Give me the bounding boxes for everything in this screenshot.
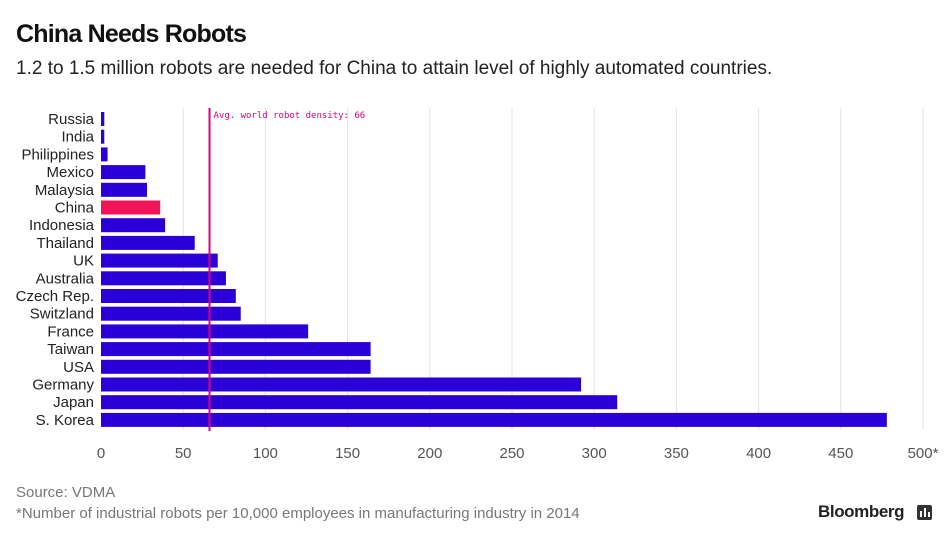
category-label-taiwan: Taiwan [47,341,94,358]
x-tick-label-300: 300 [582,445,607,462]
grid-lines [182,108,924,430]
category-label-australia: Australia [36,270,95,287]
category-label-germany: Germany [32,377,94,394]
category-label-france: France [47,323,94,340]
x-tick-label-200: 200 [417,445,442,462]
footnote: *Number of industrial robots per 10,000 … [16,505,580,522]
bar-australia [101,271,226,286]
x-tick-label-150: 150 [335,445,360,462]
category-label-usa: USA [63,359,94,376]
bar-usa [101,359,371,374]
category-label-philippines: Philippines [21,146,94,163]
category-label-switzland: Switzland [30,306,94,323]
bloomberg-terminal-icon [917,505,932,520]
chart-subtitle: 1.2 to 1.5 million robots are needed for… [16,58,773,79]
category-label-russia: Russia [48,111,95,128]
category-label-uk: UK [73,253,94,270]
bar-taiwan [101,342,371,357]
bar-germany [101,377,582,392]
bar-czech-rep [101,289,236,303]
bar-uk [101,253,218,268]
category-label-czech-rep: Czech Rep. [16,288,94,305]
x-tick-label-100: 100 [253,445,278,462]
category-label-india: India [61,129,94,146]
bar-malaysia [101,182,148,197]
x-axis-ticks: 0 50 100 150 200 250 300 350 400 450 500* [97,445,939,462]
reference-line-group: Avg. world robot density: 66 [208,108,366,431]
category-label-thailand: Thailand [36,235,94,252]
x-tick-label-450: 450 [828,445,853,462]
category-label-china: China [55,200,95,217]
category-label-japan: Japan [53,394,94,411]
bars [101,112,887,427]
category-label-indonesia: Indonesia [29,217,95,234]
x-tick-label-350: 350 [664,445,689,462]
bar-japan [101,395,618,410]
bar-india [101,129,105,144]
x-tick-label-500: 500* [908,445,939,462]
brand-logo: Bloomberg [818,502,905,521]
category-label-mexico: Mexico [46,164,94,181]
category-label-malaysia: Malaysia [35,182,95,199]
bar-s-korea [101,412,887,427]
x-tick-label-250: 250 [499,445,524,462]
bar-france [101,324,309,339]
bar-china [101,200,161,215]
reference-line-label: Avg. world robot density: 66 [214,111,366,121]
category-labels: RussiaIndiaPhilippinesMexicoMalaysiaChin… [16,111,95,429]
bar-mexico [101,165,146,180]
category-label-s-korea: S. Korea [36,412,95,429]
x-tick-label-0: 0 [97,445,105,462]
source-note: Source: VDMA [16,484,116,501]
bar-philippines [101,147,108,162]
x-tick-label-50: 50 [175,445,192,462]
chart-title: China Needs Robots [16,20,247,48]
bar-thailand [101,235,195,250]
bar-russia [101,112,105,126]
bar-indonesia [101,218,166,233]
x-tick-label-400: 400 [746,445,771,462]
bar-switzland [101,306,241,321]
